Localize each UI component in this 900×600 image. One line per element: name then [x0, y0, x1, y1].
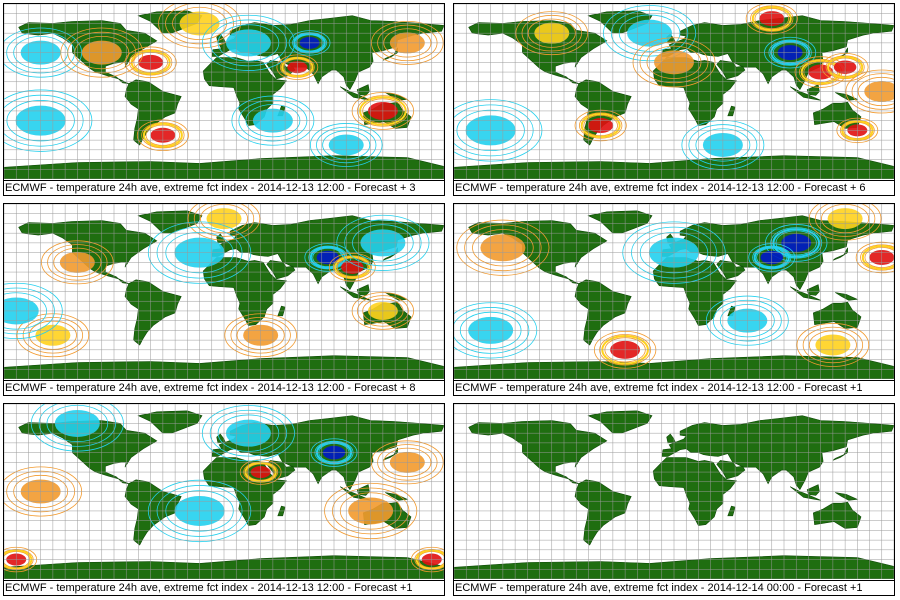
- warm-contour: [336, 257, 368, 277]
- lat-lon-grid: [4, 4, 444, 179]
- landmass-south-america: [124, 279, 182, 346]
- landmass-greenland: [587, 210, 653, 234]
- lat-lon-grid: [454, 4, 894, 179]
- lat-lon-grid: [4, 404, 444, 579]
- landmass-new-guinea: [835, 492, 859, 501]
- landmass-japan: [832, 447, 848, 461]
- map-caption: ECMWF - temperature 24h ave, extreme fct…: [454, 380, 894, 395]
- map-canvas: [454, 204, 894, 379]
- map-panel-6: ECMWF - temperature 24h ave, extreme fct…: [450, 400, 895, 597]
- landmass-south-america: [124, 479, 182, 546]
- landmass-arabia: [716, 460, 746, 480]
- landmass-borneo: [356, 284, 370, 296]
- landmass-greenland: [587, 410, 653, 434]
- landmass-greenland: [137, 410, 203, 434]
- landmass-south-america: [574, 479, 632, 546]
- map-panel-2: ECMWF - temperature 24h ave, extreme fct…: [450, 0, 895, 197]
- landmass-japan: [832, 247, 848, 261]
- landmass-borneo: [356, 84, 370, 96]
- landmass-north-america: [18, 220, 158, 284]
- map-canvas: [4, 4, 444, 179]
- map-caption: ECMWF - temperature 24h ave, extreme fct…: [4, 180, 444, 195]
- landmass-arabia: [716, 260, 746, 280]
- map-canvas: [4, 404, 444, 579]
- cold-anomaly-area: [316, 250, 340, 265]
- landmass-japan: [382, 447, 398, 461]
- landmass-australia: [812, 501, 862, 529]
- map-caption: ECMWF - temperature 24h ave, extreme fct…: [454, 180, 894, 195]
- landmass-south-america: [124, 79, 182, 146]
- map-caption: ECMWF - temperature 24h ave, extreme fct…: [4, 580, 444, 595]
- warm-contour: [332, 255, 372, 280]
- map-canvas: [454, 404, 894, 579]
- landmass-new-guinea: [835, 292, 859, 301]
- map-caption: ECMWF - temperature 24h ave, extreme fct…: [454, 580, 894, 595]
- warm-contour: [328, 252, 376, 282]
- landmass-borneo: [806, 284, 820, 296]
- map-panel-3: ECMWF - temperature 24h ave, extreme fct…: [0, 200, 445, 397]
- lat-lon-grid: [454, 404, 894, 579]
- map-panel-4: ECMWF - temperature 24h ave, extreme fct…: [450, 200, 895, 397]
- landmass-arabia: [266, 260, 296, 280]
- landmass-south-america: [574, 279, 632, 346]
- landmass-australia: [812, 301, 862, 329]
- warm-anomaly-area: [341, 260, 364, 274]
- lat-lon-grid: [454, 204, 894, 379]
- landmass-north-america: [468, 420, 608, 484]
- landmass-borneo: [806, 84, 820, 96]
- map-canvas: [454, 4, 894, 179]
- map-panel-1: ECMWF - temperature 24h ave, extreme fct…: [0, 0, 445, 197]
- map-panel-5: ECMWF - temperature 24h ave, extreme fct…: [0, 400, 445, 597]
- landmass-new-guinea: [835, 92, 859, 101]
- map-caption: ECMWF - temperature 24h ave, extreme fct…: [4, 380, 444, 395]
- lat-lon-grid: [4, 204, 444, 379]
- landmass-borneo: [806, 484, 820, 496]
- map-canvas: [4, 204, 444, 379]
- landmass-new-guinea: [385, 492, 409, 501]
- landmass-arabia: [716, 60, 746, 80]
